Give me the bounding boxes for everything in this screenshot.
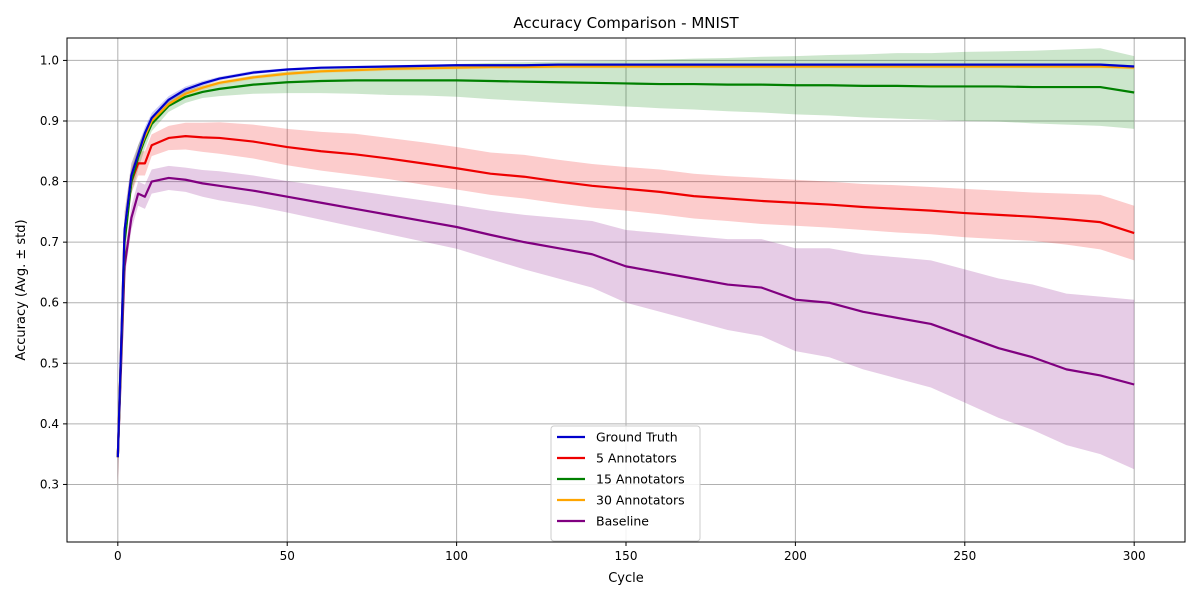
series-line [116, 79, 1135, 458]
series-line [116, 176, 1135, 458]
y-tick-label: 1.0 [40, 53, 59, 67]
legend-entry: Baseline [596, 514, 649, 529]
x-tick-label: 100 [445, 549, 468, 563]
chart-title: Accuracy Comparison - MNIST [513, 14, 739, 32]
axis-ticks: 0 50 100 150 200 250 300 0.3 0.4 0.5 0.6 0.7 0.8 0.9 1… [40, 53, 1146, 563]
x-tick-label: 150 [615, 549, 638, 563]
y-tick-label: 0.8 [40, 175, 59, 189]
y-tick-label: 0.9 [40, 114, 59, 128]
y-tick-label: 0.5 [40, 356, 59, 370]
legend-entry: Ground Truth [596, 430, 678, 445]
legend-entry: 15 Annotators [596, 472, 685, 487]
legend-entry: 30 Annotators [596, 493, 685, 508]
legend-box [550, 425, 701, 542]
std-band [117, 122, 1135, 488]
y-tick-label: 0.7 [40, 235, 59, 249]
series-line [116, 63, 1135, 458]
series-line [116, 135, 1135, 458]
series-line [116, 65, 1135, 458]
x-tick-label: 200 [784, 549, 807, 563]
y-tick-label: 0.4 [40, 417, 59, 431]
x-tick-label: 50 [280, 549, 295, 563]
grid [67, 38, 1185, 542]
legend-entry: 5 Annotators [596, 451, 677, 466]
x-axis-label: Cycle [608, 571, 644, 586]
series-lines [116, 63, 1135, 458]
x-tick-label: 250 [953, 549, 976, 563]
y-tick-label: 0.6 [40, 296, 59, 310]
y-axis-label: Accuracy (Avg. ± std) [14, 219, 29, 360]
legend: Ground Truth 5 Annotators 15 Annotators 30 … [550, 425, 701, 542]
y-tick-label: 0.3 [40, 477, 59, 491]
x-tick-label: 300 [1123, 549, 1146, 563]
std-band [117, 48, 1135, 482]
x-tick-label: 0 [114, 549, 122, 563]
